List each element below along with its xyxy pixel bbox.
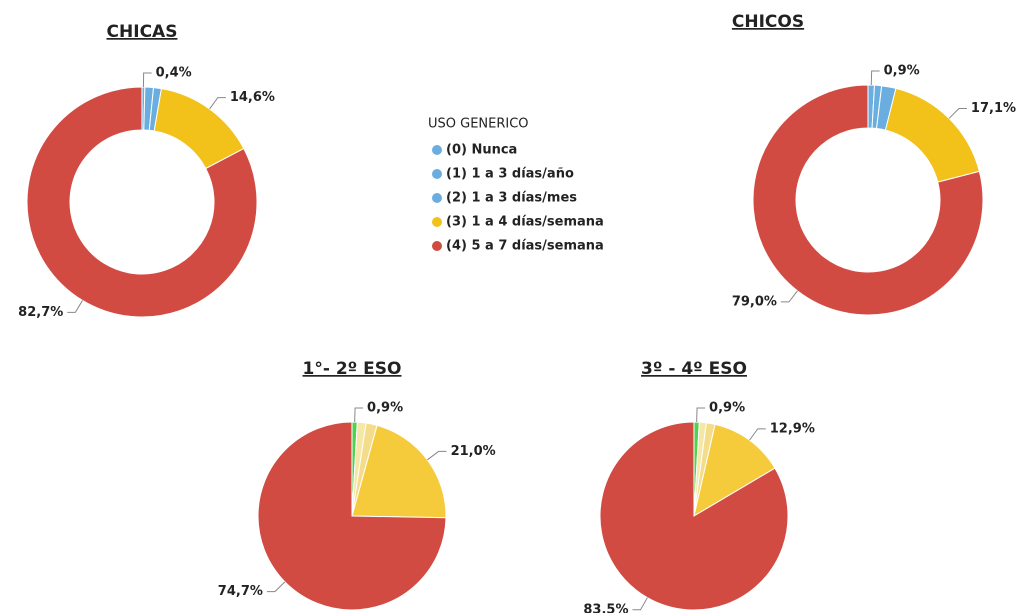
legend-title: USO GENERICO: [428, 117, 529, 132]
leader-line: [142, 72, 152, 88]
legend-marker: [432, 217, 442, 227]
legend-marker: [432, 145, 442, 155]
value-label: 12,9%: [770, 421, 815, 436]
slice: [752, 84, 984, 316]
legend-label: (4) 5 a 7 días/semana: [446, 239, 604, 254]
value-label: 21,0%: [451, 444, 496, 459]
slice: [351, 424, 447, 519]
value-label: 17,1%: [971, 101, 1016, 116]
legend-label: (2) 1 a 3 días/mes: [446, 191, 577, 206]
leader-line: [696, 407, 706, 423]
slice: [599, 421, 789, 611]
leader-line: [780, 290, 798, 303]
value-label: 0,9%: [884, 64, 920, 79]
legend-label: (3) 1 a 4 días/semana: [446, 215, 604, 230]
legend-marker: [432, 241, 442, 251]
leader-line: [67, 300, 83, 313]
value-label: 0,9%: [367, 401, 403, 416]
value-label: 0,9%: [709, 401, 745, 416]
slice: [26, 86, 258, 318]
leader-line: [948, 107, 967, 119]
chart-title: 3º - 4º ESO: [641, 359, 747, 379]
chart-title: 1°- 2º ESO: [303, 359, 402, 379]
leader-line: [870, 70, 880, 86]
legend-marker: [432, 193, 442, 203]
value-label: 14,6%: [230, 90, 275, 105]
leader-line: [749, 428, 766, 441]
legend-marker: [432, 169, 442, 179]
leader-line: [354, 407, 364, 423]
value-label: 74,7%: [218, 584, 263, 599]
leader-line: [427, 450, 447, 461]
legend-label: (1) 1 a 3 días/año: [446, 167, 574, 182]
value-label: 83,5%: [583, 602, 628, 613]
leader-line: [209, 97, 226, 110]
value-label: 0,4%: [156, 66, 192, 81]
value-label: 79,0%: [732, 294, 777, 309]
chart-title: CHICAS: [107, 22, 178, 42]
leader-line: [632, 597, 648, 611]
chart-title: CHICOS: [732, 12, 804, 32]
slice: [884, 87, 980, 183]
slice: [257, 421, 447, 611]
value-label: 82,7%: [18, 305, 63, 320]
leader-line: [266, 581, 286, 593]
legend-label: (0) Nunca: [446, 143, 517, 158]
